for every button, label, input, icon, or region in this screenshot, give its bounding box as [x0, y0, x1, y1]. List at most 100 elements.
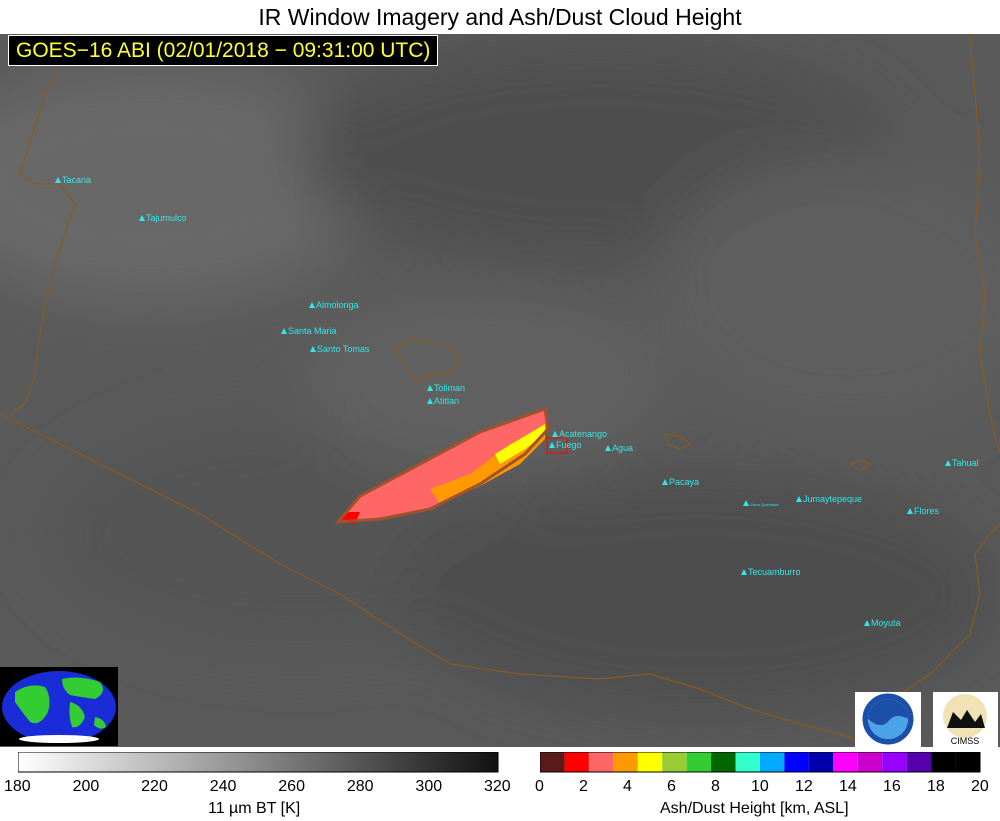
volcano-santa-maria: Santa Maria [281, 326, 337, 336]
volcano-label: Tacana [62, 175, 92, 185]
volcano-icon [796, 496, 802, 502]
volcano-acatenango: Acatenango [552, 429, 607, 439]
globe-inset [0, 667, 118, 746]
volcano-santo-tomas: Santo Tomas [310, 344, 369, 354]
bt-colorbar [18, 752, 499, 773]
height-color-segment [784, 752, 809, 772]
volcano-icon [743, 500, 749, 506]
bt-tick-label: 200 [72, 778, 100, 795]
volcano-atitlan: Atitlan [427, 396, 459, 406]
volcano-label: Fuego [556, 440, 582, 450]
height-color-segment [735, 752, 760, 772]
cimss-logo: CIMSS [933, 692, 998, 747]
bt-tick-label: 180 [4, 778, 31, 795]
border-lines [0, 34, 1000, 747]
volcano-label: Acatenango [559, 429, 608, 439]
volcano-icon [427, 398, 433, 404]
volcano-tacana: Tacana [55, 175, 91, 185]
height-tick-label: 0 [535, 778, 544, 795]
volcano-icon [310, 346, 316, 352]
volcano-icon [139, 215, 145, 221]
volcano-label: Cerro Quemado [750, 502, 779, 507]
volcano-label: Atitlan [434, 396, 460, 406]
ash-plume [334, 406, 568, 524]
bt-tick-label: 320 [484, 778, 511, 795]
height-tick-label: 8 [711, 778, 720, 795]
volcano-label: Flores [914, 506, 940, 516]
height-color-segment [955, 752, 980, 772]
height-tick-label: 18 [927, 778, 945, 795]
height-color-segment [808, 752, 834, 772]
height-tick-label: 12 [795, 778, 813, 795]
volcano-label: Tajumulco [146, 213, 187, 223]
volcano-label: Pacaya [669, 477, 700, 487]
volcano-label: Agua [612, 443, 634, 453]
volcano-icon [907, 508, 913, 514]
height-colorbar-label: Ash/Dust Height [km, ASL] [660, 800, 849, 817]
volcano-flores: Flores [907, 506, 939, 516]
volcano-agua: Agua [605, 443, 633, 453]
volcano-icon [309, 302, 315, 308]
height-colorbar-border [540, 752, 981, 773]
volcano-icon [945, 460, 951, 466]
height-tick-label: 2 [579, 778, 588, 795]
ir-background [0, 44, 1000, 714]
volcano-icon [281, 328, 287, 334]
page-title: IR Window Imagery and Ash/Dust Cloud Hei… [258, 4, 742, 30]
height-color-segment [857, 752, 883, 772]
height-color-segment [833, 752, 858, 772]
height-tick-label: 4 [623, 778, 632, 795]
volcano-pacaya: Pacaya [662, 477, 699, 487]
volcano-almolonga: Almolonga [309, 300, 359, 310]
volcano-cerro-quemado: Cerro Quemado [743, 500, 779, 510]
height-color-segment [564, 752, 589, 772]
satellite-timestamp: GOES−16 ABI (02/01/2018 − 09:31:00 UTC) [8, 35, 439, 66]
volcano-label: Moyuta [871, 618, 901, 628]
bt-tick-label: 300 [415, 778, 443, 795]
bt-tick-label: 240 [209, 778, 237, 795]
height-color-segment [760, 752, 785, 772]
volcano-moyuta: Moyuta [864, 618, 901, 628]
ash-plume-top [495, 424, 545, 464]
bt-tick-label: 220 [141, 778, 168, 795]
height-tick-label: 6 [667, 778, 676, 795]
volcano-icon [549, 442, 555, 448]
volcano-label: Santo Tomas [317, 344, 370, 354]
volcano-label: Jumaytepeque [803, 494, 863, 504]
height-tick-label: 14 [839, 778, 857, 795]
volcano-label: Tahual [952, 458, 979, 468]
height-color-segment [637, 752, 663, 772]
volcano-label: Almolonga [316, 300, 359, 310]
volcano-label: Santa Maria [288, 326, 337, 336]
fuego-box [546, 437, 568, 454]
bt-colorbar-label: 11 µm BT [K] [208, 800, 301, 817]
height-color-segment [588, 752, 614, 772]
ash-plume-base [338, 409, 548, 522]
map-canvas [0, 34, 1000, 747]
volcano-label: Toliman [434, 383, 466, 393]
noaa-logo [855, 692, 921, 747]
volcano-tajumulco: Tajumulco [139, 213, 187, 223]
bt-tick-label: 260 [278, 778, 305, 795]
height-color-segment [906, 752, 932, 772]
bt-tick-label: 280 [346, 778, 374, 795]
height-tick-label: 10 [751, 778, 769, 795]
volcano-icon [427, 385, 433, 391]
height-tick-label: 16 [883, 778, 901, 795]
map-panel: Tacana Tajumulco Almolonga Santa Maria S… [0, 34, 1000, 747]
globe-icon [2, 671, 116, 743]
height-color-segment [931, 752, 956, 772]
height-color-segment [662, 752, 687, 772]
volcano-toliman: Toliman [427, 383, 465, 393]
svg-text:CIMSS: CIMSS [951, 736, 980, 746]
volcano-icon [552, 431, 558, 437]
height-color-segment [711, 752, 736, 772]
height-color-segment [882, 752, 907, 772]
ash-plume-outline [334, 406, 550, 524]
height-colorbar [540, 752, 981, 773]
volcano-icon [864, 620, 870, 626]
volcano-jumaytepeque: Jumaytepeque [796, 494, 862, 504]
volcano-tahual: Tahual [945, 458, 979, 468]
volcano-label: Tecuamburro [748, 567, 801, 577]
height-color-segment [540, 752, 565, 772]
